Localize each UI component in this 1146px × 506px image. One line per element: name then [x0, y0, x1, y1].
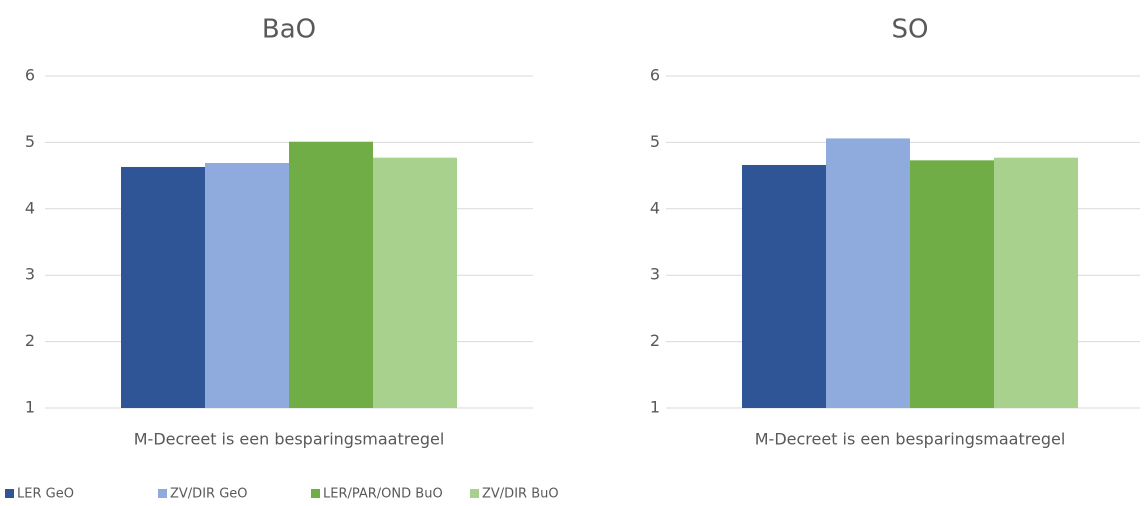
bar — [910, 160, 994, 408]
chart-title: BaO — [262, 15, 316, 45]
bar — [373, 157, 457, 408]
legend-label: LER/PAR/OND BuO — [323, 487, 443, 502]
y-tick-label: 6 — [25, 66, 35, 85]
legend-label: LER GeO — [17, 487, 74, 502]
legend-swatch — [470, 489, 479, 498]
y-tick-label: 2 — [25, 331, 35, 350]
bar — [994, 157, 1078, 408]
bar — [826, 138, 910, 408]
y-tick-label: 3 — [25, 265, 35, 284]
y-tick-label: 2 — [650, 331, 660, 350]
y-tick-label: 6 — [650, 66, 660, 85]
x-tick-label: M-Decreet is een besparingsmaatregel — [134, 430, 445, 449]
bar — [742, 164, 826, 408]
y-tick-label: 1 — [650, 398, 660, 417]
legend-label: ZV/DIR BuO — [482, 487, 559, 502]
y-tick-label: 1 — [25, 398, 35, 417]
y-tick-label: 4 — [25, 198, 35, 217]
y-tick-label: 5 — [25, 132, 35, 151]
bar — [121, 166, 205, 408]
chart-title: SO — [892, 15, 929, 45]
y-tick-label: 5 — [650, 132, 660, 151]
legend-swatch — [311, 489, 320, 498]
legend-label: ZV/DIR GeO — [170, 487, 248, 502]
legend-swatch — [5, 489, 14, 498]
y-tick-label: 4 — [650, 198, 660, 217]
bar — [289, 141, 373, 408]
legend-swatch — [158, 489, 167, 498]
x-tick-label: M-Decreet is een besparingsmaatregel — [755, 430, 1066, 449]
y-tick-label: 3 — [650, 265, 660, 284]
bar — [205, 162, 289, 408]
